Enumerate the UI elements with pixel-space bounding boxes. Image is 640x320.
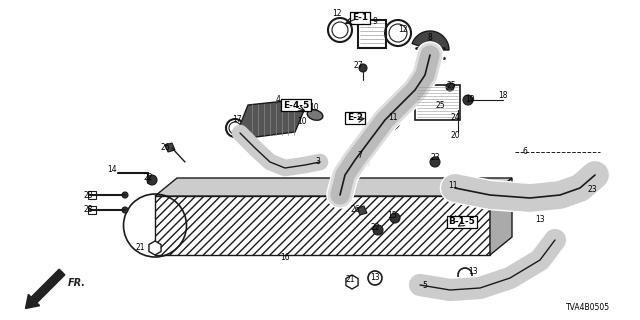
Text: 13: 13 — [535, 215, 545, 225]
Text: 12: 12 — [398, 26, 408, 35]
Circle shape — [430, 157, 440, 167]
Text: 11: 11 — [388, 114, 397, 123]
Text: 23: 23 — [587, 186, 597, 195]
Text: 27: 27 — [353, 60, 363, 69]
Text: 11: 11 — [448, 180, 458, 189]
Ellipse shape — [307, 110, 323, 120]
Circle shape — [359, 64, 367, 72]
Bar — [88, 191, 96, 199]
Text: 26: 26 — [160, 143, 170, 153]
Text: 15: 15 — [387, 211, 397, 220]
Text: 22: 22 — [143, 173, 153, 182]
Polygon shape — [155, 178, 512, 196]
Text: 25: 25 — [446, 81, 456, 90]
Text: 6: 6 — [523, 148, 527, 156]
Text: 3: 3 — [316, 157, 321, 166]
Text: 10: 10 — [309, 103, 319, 113]
Circle shape — [147, 175, 157, 185]
Text: 10: 10 — [297, 117, 307, 126]
Text: 14: 14 — [107, 165, 117, 174]
FancyArrow shape — [570, 172, 600, 192]
Text: 21: 21 — [135, 243, 145, 252]
Text: 23: 23 — [430, 154, 440, 163]
FancyArrow shape — [26, 269, 65, 308]
Text: TVA4B0505: TVA4B0505 — [566, 303, 610, 312]
Text: 28: 28 — [83, 205, 93, 214]
Text: 28: 28 — [83, 190, 93, 199]
Circle shape — [373, 225, 383, 235]
Text: 16: 16 — [280, 252, 290, 261]
Text: 25: 25 — [435, 100, 445, 109]
Text: 12: 12 — [332, 10, 342, 19]
Text: 8: 8 — [428, 34, 433, 43]
Text: 4: 4 — [276, 95, 280, 105]
Circle shape — [122, 192, 128, 198]
Circle shape — [463, 95, 473, 105]
Text: 17: 17 — [232, 116, 242, 124]
Text: 13: 13 — [370, 273, 380, 282]
Text: 26: 26 — [350, 205, 360, 214]
Text: E-1: E-1 — [352, 13, 368, 22]
Polygon shape — [240, 100, 305, 138]
Polygon shape — [165, 143, 175, 152]
Circle shape — [390, 213, 400, 223]
Text: 18: 18 — [499, 92, 508, 100]
Polygon shape — [412, 31, 449, 50]
Text: FR.: FR. — [68, 278, 86, 288]
Text: E-4-5: E-4-5 — [283, 100, 309, 109]
Bar — [358, 20, 386, 48]
Circle shape — [446, 83, 454, 91]
Text: E-2: E-2 — [347, 114, 363, 123]
Text: 13: 13 — [468, 268, 478, 276]
Text: 9: 9 — [372, 18, 378, 27]
Polygon shape — [490, 178, 512, 255]
Text: 7: 7 — [358, 150, 362, 159]
Text: 20: 20 — [450, 131, 460, 140]
Text: 24: 24 — [450, 114, 460, 123]
Text: B-1-5: B-1-5 — [449, 218, 476, 227]
Text: 22: 22 — [371, 223, 380, 233]
Text: 5: 5 — [422, 281, 428, 290]
Text: 21: 21 — [345, 276, 355, 284]
Bar — [415, 85, 460, 120]
Polygon shape — [357, 206, 367, 215]
Text: 19: 19 — [465, 95, 475, 105]
Circle shape — [122, 207, 128, 213]
Bar — [88, 206, 96, 214]
Bar — [155, 196, 490, 255]
